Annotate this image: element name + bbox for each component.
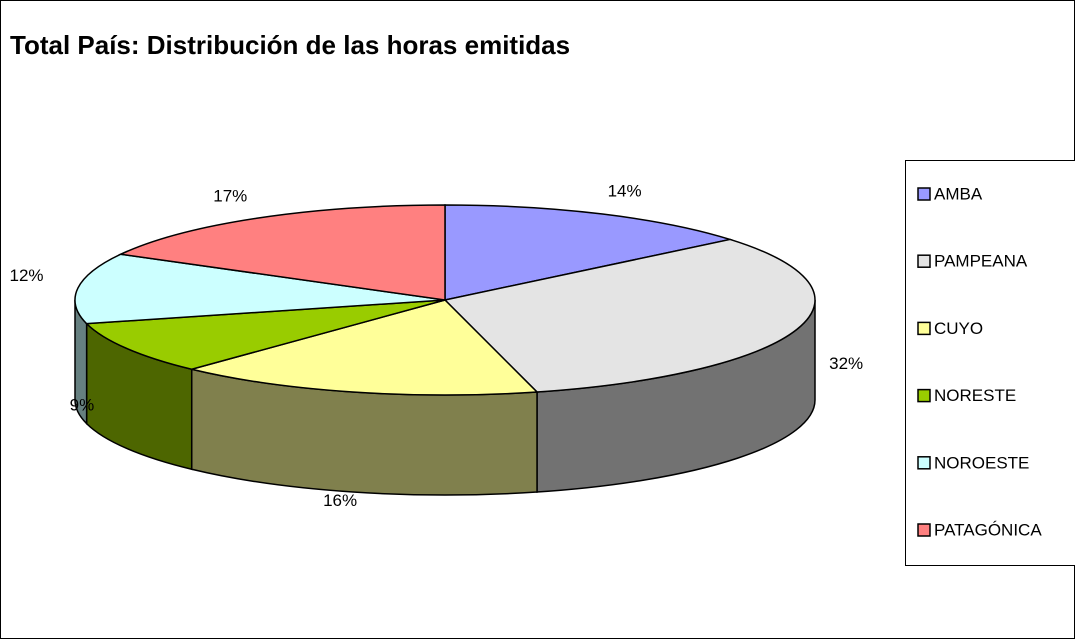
legend-label: NOROESTE xyxy=(934,453,1029,472)
slice xyxy=(191,299,539,396)
data-label: 32% xyxy=(829,354,863,373)
legend-swatch xyxy=(917,254,931,268)
legend-swatch xyxy=(917,321,931,336)
legend-label: NORESTE xyxy=(934,386,1016,405)
legend-swatch xyxy=(917,523,931,537)
data-label: 14% xyxy=(608,181,642,200)
slice xyxy=(443,238,816,393)
legend-swatch xyxy=(917,388,931,403)
legend-label: PAMPEANA xyxy=(934,252,1028,271)
legend-box xyxy=(905,160,1075,566)
legend-label: PATAGÓNICA xyxy=(934,520,1042,539)
data-label: 17% xyxy=(213,186,247,205)
slice xyxy=(118,204,446,301)
data-label: 16% xyxy=(323,491,357,510)
slice xyxy=(444,204,734,301)
slice xyxy=(84,299,446,371)
chart-title: Total País: Distribución de las horas em… xyxy=(10,30,570,60)
slice xyxy=(74,253,446,325)
legend-label: CUYO xyxy=(934,319,983,338)
data-label: 12% xyxy=(10,266,44,285)
legend-swatch xyxy=(917,456,931,470)
data-label: 9% xyxy=(70,396,95,415)
legend-label: AMBA xyxy=(934,184,983,203)
legend-swatch xyxy=(917,187,931,201)
